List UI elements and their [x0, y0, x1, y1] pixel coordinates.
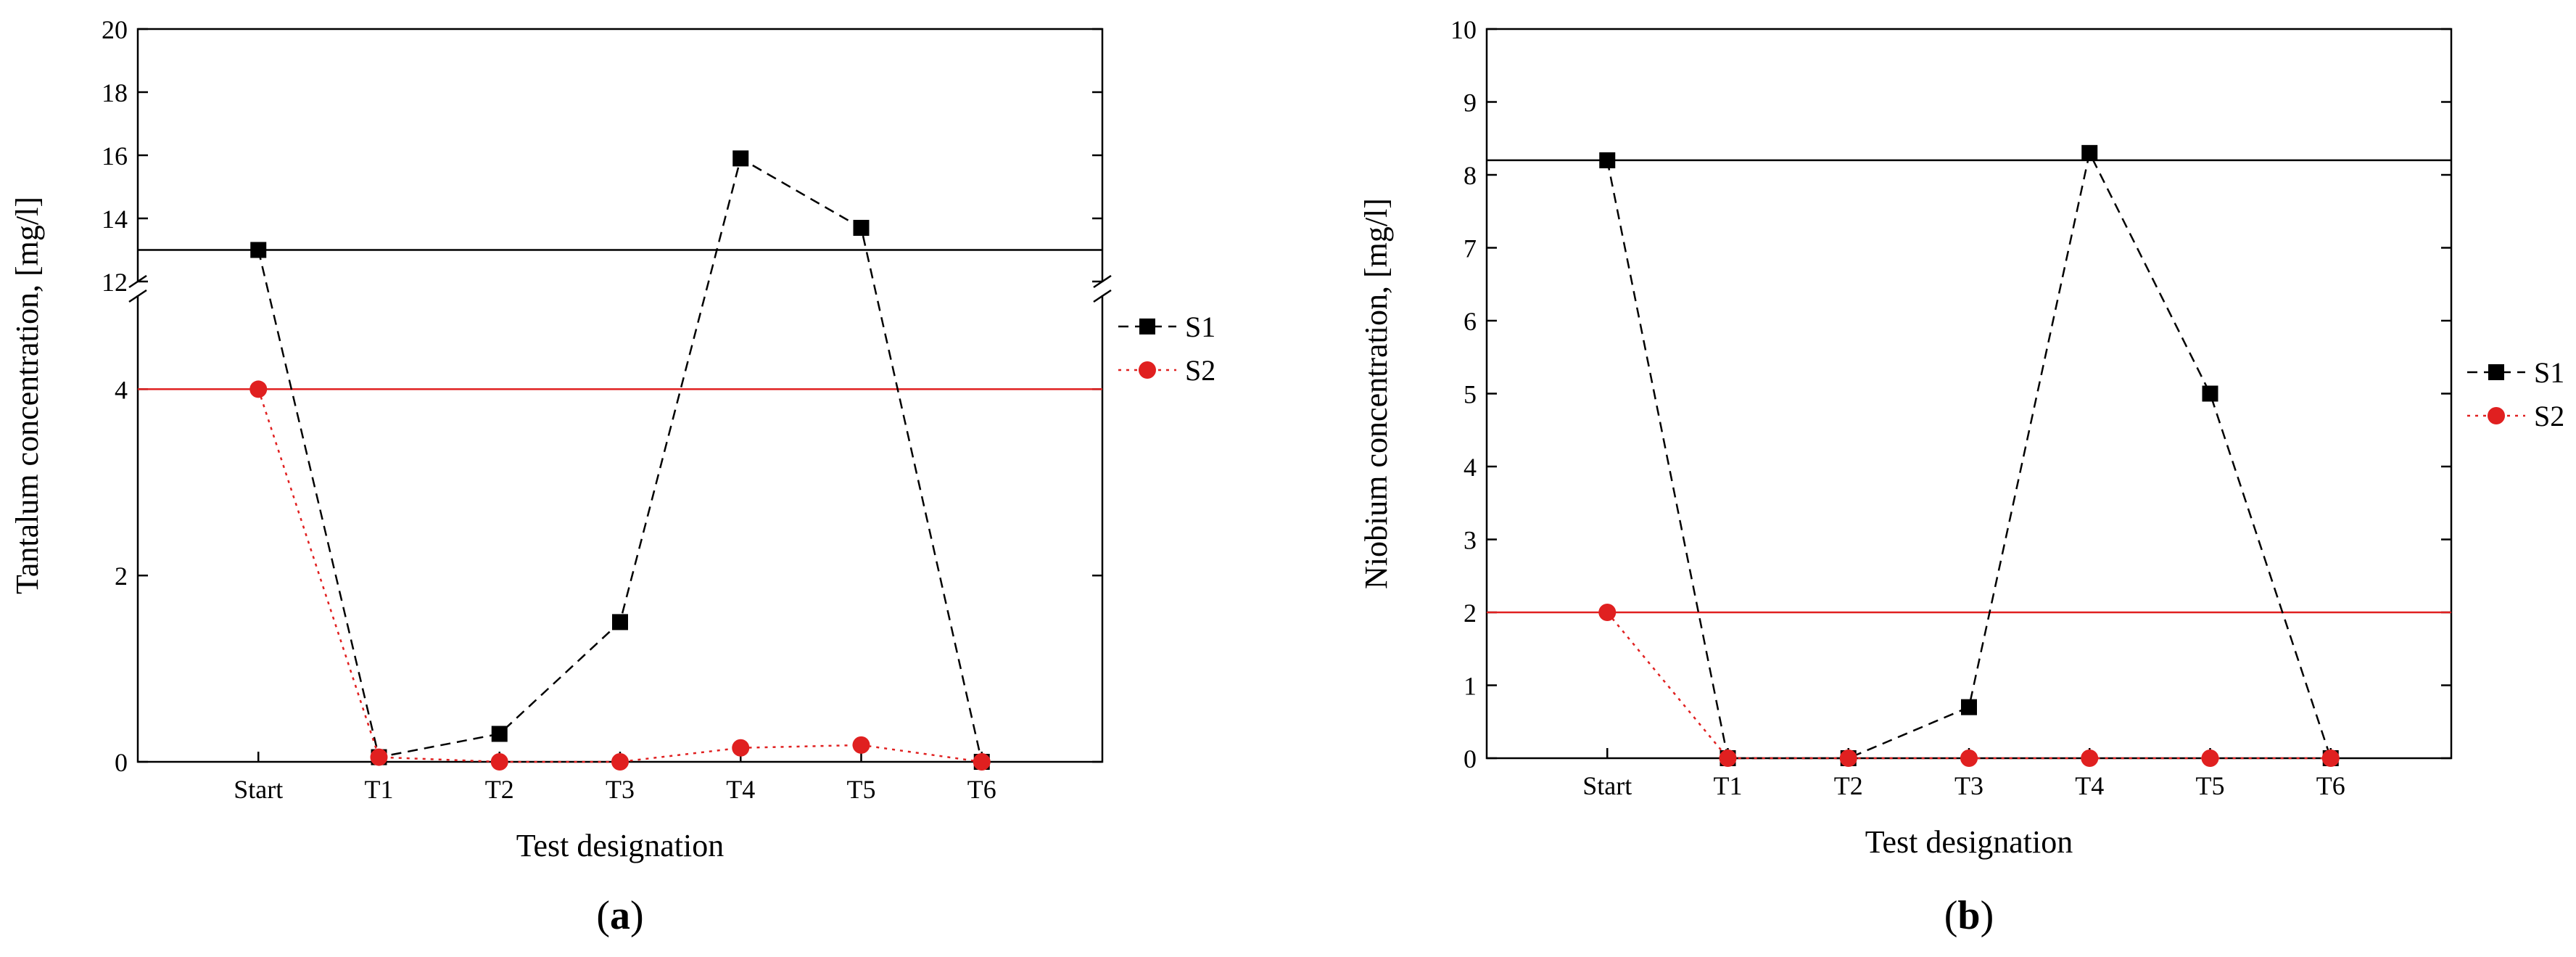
x-tick-label: T5	[847, 775, 876, 804]
data-point-s2	[732, 739, 750, 757]
x-tick-label: T2	[485, 775, 514, 804]
x-tick-label: T4	[2075, 771, 2104, 800]
y-tick-label: 7	[1464, 234, 1477, 263]
y-tick-label: 4	[115, 375, 128, 404]
x-tick-label: T1	[1714, 771, 1743, 800]
data-point-s1	[491, 726, 508, 742]
y-tick-label: 8	[1464, 161, 1477, 190]
y-tick-label: 3	[1464, 526, 1477, 555]
panel-letter: b	[1957, 893, 1980, 938]
panel-label: (b)	[1944, 893, 1994, 938]
y-tick-label: 0	[1464, 744, 1477, 773]
y-tick-label: 18	[102, 78, 128, 107]
x-tick-label: T5	[2196, 771, 2225, 800]
data-point-s2	[249, 380, 268, 398]
y-tick-label: 9	[1464, 89, 1477, 118]
x-tick-label: T4	[726, 775, 755, 804]
y-tick-label: 20	[102, 15, 128, 44]
data-point-s1	[1961, 699, 1977, 715]
x-tick-label: T1	[365, 775, 394, 804]
y-axis-title: Tantalum concentration, [mg/l]	[9, 197, 45, 594]
legend-label-s2: S2	[2534, 400, 2564, 432]
data-point-s2	[2321, 749, 2340, 767]
data-point-s2	[490, 753, 508, 771]
legend-marker-s2	[2488, 407, 2505, 424]
y-tick-label: 4	[1464, 453, 1477, 482]
y-tick-label: 1	[1464, 672, 1477, 701]
data-point-s2	[370, 748, 388, 766]
legend-label-s1: S1	[2534, 356, 2564, 389]
axis-break-mark-right-bottom	[1093, 289, 1112, 303]
y-tick-label: 0	[115, 748, 128, 777]
data-point-s2	[1598, 604, 1617, 621]
data-point-s1	[250, 242, 267, 258]
y-tick-label: 6	[1464, 307, 1477, 336]
data-point-s1	[2202, 385, 2218, 402]
data-point-s1	[2081, 144, 2098, 161]
x-tick-label: T3	[1954, 771, 1983, 800]
x-tick-label: T6	[967, 775, 996, 804]
y-axis-title: Niobium concentration, [mg/l]	[1358, 198, 1394, 589]
chart-tantalum: Start T1 T2 T3 T4 T5 T6 0 2 4 12 14 16 18 20 S1 S2 Test d…	[9, 15, 1215, 938]
series-line-s2	[1606, 612, 2331, 760]
y-tick-label: 2	[115, 562, 128, 591]
x-axis-title: Test designation	[1865, 824, 2073, 860]
y-tick-label: 14	[102, 205, 128, 234]
x-tick-label: T6	[2316, 771, 2345, 800]
y-tick-label: 10	[1450, 15, 1477, 44]
axis-break-gap-right	[1098, 282, 1107, 295]
data-point-s2	[1719, 749, 1737, 767]
data-point-s1	[853, 220, 870, 237]
y-tick-label: 5	[1464, 380, 1477, 409]
data-point-s2	[611, 753, 629, 771]
x-tick-label: T3	[606, 775, 635, 804]
x-tick-label: T2	[1834, 771, 1863, 800]
data-point-s2	[1839, 749, 1857, 767]
y-tick-label: 16	[102, 141, 128, 171]
y-tick-label: 12	[102, 268, 128, 297]
plot-frame	[1485, 28, 2453, 760]
x-axis-title: Test designation	[516, 828, 724, 863]
data-point-s2	[2081, 749, 2099, 767]
legend-marker-s1	[2488, 364, 2504, 380]
legend-marker-s2	[1139, 361, 1156, 379]
series-line-s1	[257, 157, 983, 763]
legend-label-s1: S1	[1185, 311, 1215, 343]
series-line-s1	[1606, 150, 2332, 760]
chart-niobium: Start T1 T2 T3 T4 T5 T6 0 1 2 3 4 5 6 7 8 9 10 S1 S2 Test de…	[1358, 15, 2564, 938]
data-point-s2	[852, 736, 870, 754]
panel-letter: a	[610, 893, 630, 938]
y-tick-label: 2	[1464, 599, 1477, 628]
axis-break-gap-left	[133, 282, 142, 295]
legend-marker-s1	[1139, 319, 1155, 334]
legend-label-s2: S2	[1185, 354, 1215, 387]
data-point-s2	[1960, 749, 1978, 767]
data-point-s2	[973, 753, 991, 771]
data-point-s2	[2201, 749, 2219, 767]
panel-label: (a)	[596, 893, 643, 938]
data-point-s1	[1599, 152, 1616, 168]
axis-break-mark-left-bottom	[128, 289, 147, 303]
x-tick-label: Start	[234, 775, 283, 804]
x-tick-label: Start	[1582, 771, 1632, 800]
data-point-s1	[732, 150, 749, 167]
data-point-s1	[612, 614, 628, 631]
